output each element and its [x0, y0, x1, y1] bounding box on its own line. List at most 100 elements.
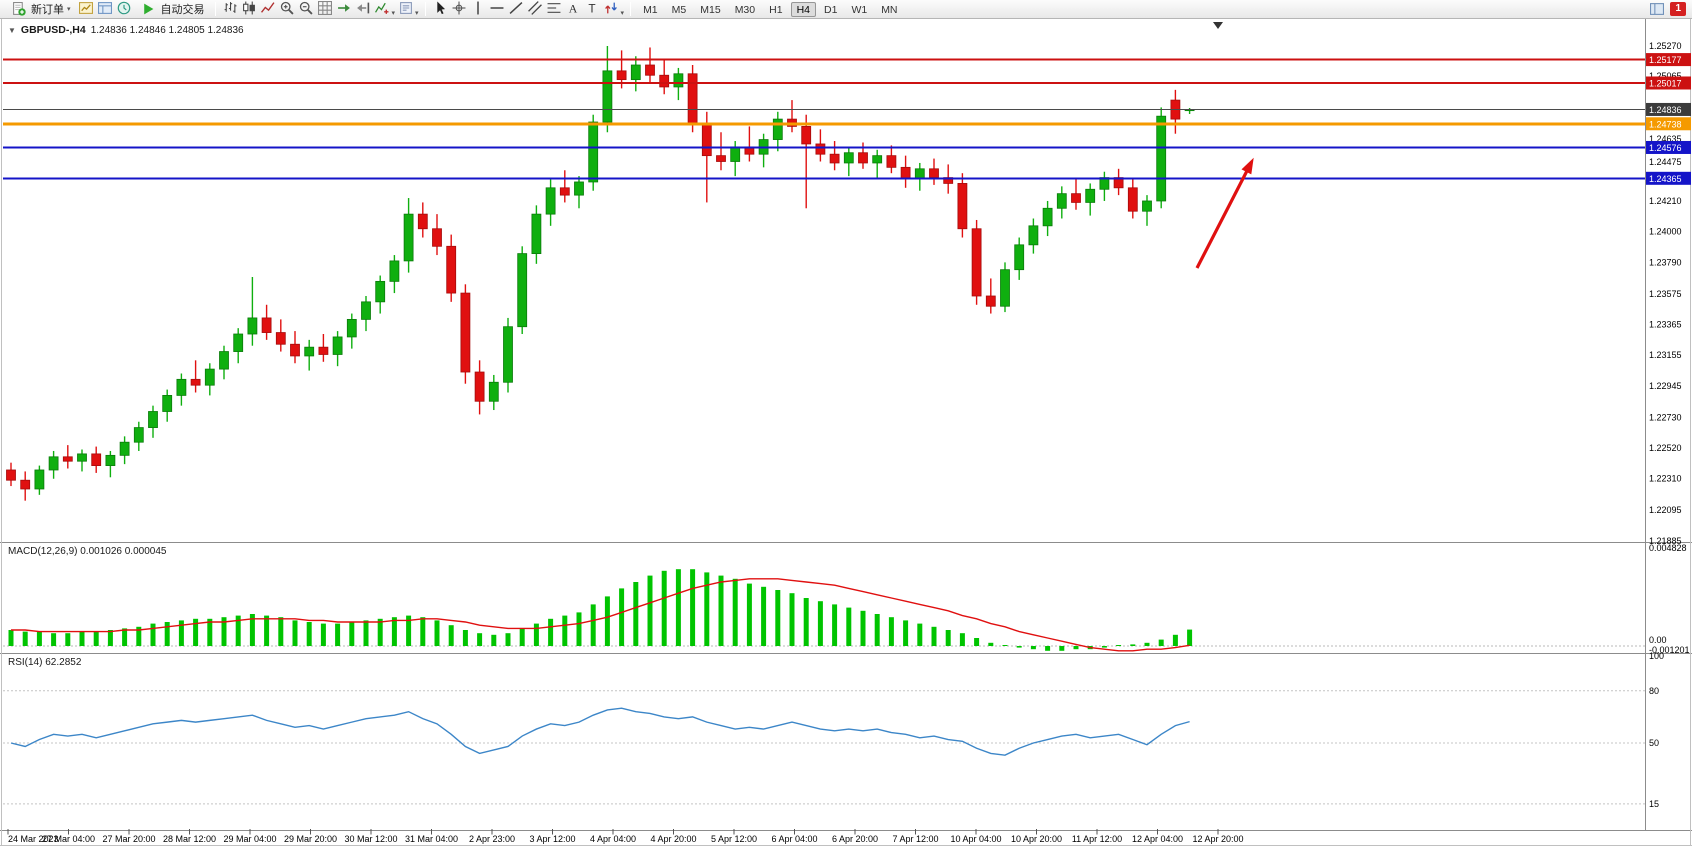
horizontal-line-icon[interactable] — [490, 0, 505, 15]
timeframe-button-mn[interactable]: MN — [881, 3, 898, 16]
timeframe-button-h1[interactable]: H1 — [769, 3, 783, 16]
candle-body — [204, 368, 215, 386]
price-badge — [1646, 117, 1691, 131]
candle-body — [815, 143, 826, 155]
new-order-button[interactable]: 新订单 ▾ — [4, 1, 77, 18]
macd-scale-label: 0.00 — [1649, 635, 1667, 645]
candle-body — [616, 70, 627, 81]
macd-histogram-bar — [1130, 644, 1136, 646]
candle-body — [673, 73, 684, 88]
price-badge — [1646, 76, 1691, 90]
price-axis-label: 1.24635 — [1649, 134, 1682, 144]
trend-arrow-head[interactable] — [1241, 157, 1254, 175]
time-axis-label: 28 Mar 12:00 — [163, 834, 216, 844]
candlestick-chart-icon[interactable] — [242, 0, 257, 15]
price-axis-label: 1.22520 — [1649, 443, 1682, 453]
macd-histogram-bar — [292, 620, 298, 646]
macd-histogram-bar — [1158, 639, 1164, 646]
macd-histogram-bar — [1016, 646, 1022, 648]
candle-body — [886, 155, 897, 168]
macd-histogram-bar — [1073, 646, 1079, 650]
candle-body — [1127, 187, 1138, 212]
trendline-icon[interactable] — [509, 0, 524, 15]
notification-badge[interactable]: 1 — [1670, 2, 1686, 16]
label-icon[interactable]: T — [585, 0, 600, 15]
equidistant-channel-icon[interactable] — [528, 0, 543, 15]
candle-body — [559, 187, 570, 196]
arrows-icon[interactable] — [604, 0, 619, 15]
auto-trading-button[interactable]: 自动交易 — [134, 1, 210, 18]
auto-scroll-icon[interactable] — [337, 0, 352, 15]
timeframe-button-m15[interactable]: M15 — [700, 3, 721, 16]
timeframe-button-h4[interactable]: H4 — [790, 1, 816, 17]
macd-histogram-bar — [775, 590, 781, 646]
auto-trading-label: 自动交易 — [160, 4, 205, 16]
macd-histogram-bar — [590, 604, 596, 646]
bar-chart-icon[interactable] — [223, 0, 238, 15]
timeframe-button-d1[interactable]: D1 — [824, 3, 838, 16]
fibonacci-icon[interactable] — [547, 0, 562, 15]
chart-ohlc-values: 1.24836 1.24846 1.24805 1.24836 — [90, 24, 244, 36]
candle-body — [332, 336, 343, 355]
macd-histogram-bar — [690, 569, 696, 646]
candle-body — [801, 126, 812, 145]
candle-body — [233, 333, 244, 352]
grid-icon[interactable] — [318, 0, 333, 15]
timeframe-bar: M1 M5 M15 M30 H1 H4 D1 W1 MN — [636, 1, 904, 17]
macd-histogram-bar — [576, 612, 582, 646]
collapse-triangle-icon[interactable]: ▼ — [8, 25, 16, 35]
svg-text:T: T — [588, 1, 595, 15]
market-watch-icon[interactable] — [117, 0, 132, 15]
macd-histogram-bar — [1045, 646, 1051, 651]
macd-histogram-bar — [732, 578, 738, 646]
candle-body — [361, 301, 371, 320]
candle-body — [1142, 200, 1152, 212]
line-chart-icon[interactable] — [261, 0, 276, 15]
toolbar-separator — [214, 2, 216, 16]
macd-histogram-bar — [363, 620, 369, 646]
text-icon[interactable]: A — [566, 0, 581, 15]
macd-histogram-bar — [65, 633, 71, 646]
templates-icon[interactable] — [398, 0, 413, 15]
time-axis-label: 10 Apr 20:00 — [1011, 834, 1062, 844]
trend-arrow[interactable] — [1195, 162, 1253, 269]
timeframe-button-m30[interactable]: M30 — [734, 3, 756, 16]
price-badge — [1646, 53, 1691, 67]
macd-histogram-bar — [164, 622, 170, 646]
zoom-in-icon[interactable] — [280, 0, 295, 15]
cursor-icon[interactable] — [433, 0, 448, 15]
candle-body — [48, 456, 59, 471]
timeframe-button-m1[interactable]: M1 — [643, 3, 658, 16]
candle-body — [318, 346, 329, 355]
macd-histogram-bar — [335, 623, 341, 646]
price-axis-label: 1.22310 — [1649, 474, 1682, 484]
timeframe-button-m5[interactable]: M5 — [671, 3, 687, 16]
candle-body — [176, 378, 187, 396]
new-order-label: 新订单 — [31, 4, 64, 16]
macd-histogram-bar — [1002, 645, 1008, 646]
macd-histogram-bar — [235, 615, 241, 646]
profiles-icon[interactable] — [98, 0, 113, 15]
zoom-out-icon[interactable] — [299, 0, 314, 15]
chart-shift-icon[interactable] — [356, 0, 371, 15]
macd-histogram-bar — [562, 615, 568, 646]
macd-histogram-bar — [1101, 646, 1107, 648]
chart-shift-marker[interactable] — [1213, 22, 1223, 29]
vertical-line-icon[interactable] — [471, 0, 486, 15]
layout-icon[interactable] — [1649, 2, 1664, 17]
macd-indicator-label: MACD(12,26,9) 0.001026 0.000045 — [8, 546, 167, 557]
macd-histogram-bar — [533, 623, 539, 646]
chevron-down-icon: ▾ — [67, 6, 71, 13]
timeframe-button-w1[interactable]: W1 — [851, 3, 868, 16]
toolbar-separator — [630, 2, 632, 16]
price-axis-label: 1.25270 — [1649, 41, 1682, 51]
macd-histogram-bar — [51, 633, 57, 646]
rsi-scale-label: 15 — [1649, 799, 1659, 809]
new-chart-icon[interactable] — [79, 0, 94, 15]
macd-histogram-bar — [22, 631, 28, 646]
indicators-icon[interactable] — [375, 0, 390, 15]
crosshair-icon[interactable] — [452, 0, 467, 15]
candle-body — [1042, 207, 1053, 227]
macd-histogram-bar — [150, 623, 156, 646]
